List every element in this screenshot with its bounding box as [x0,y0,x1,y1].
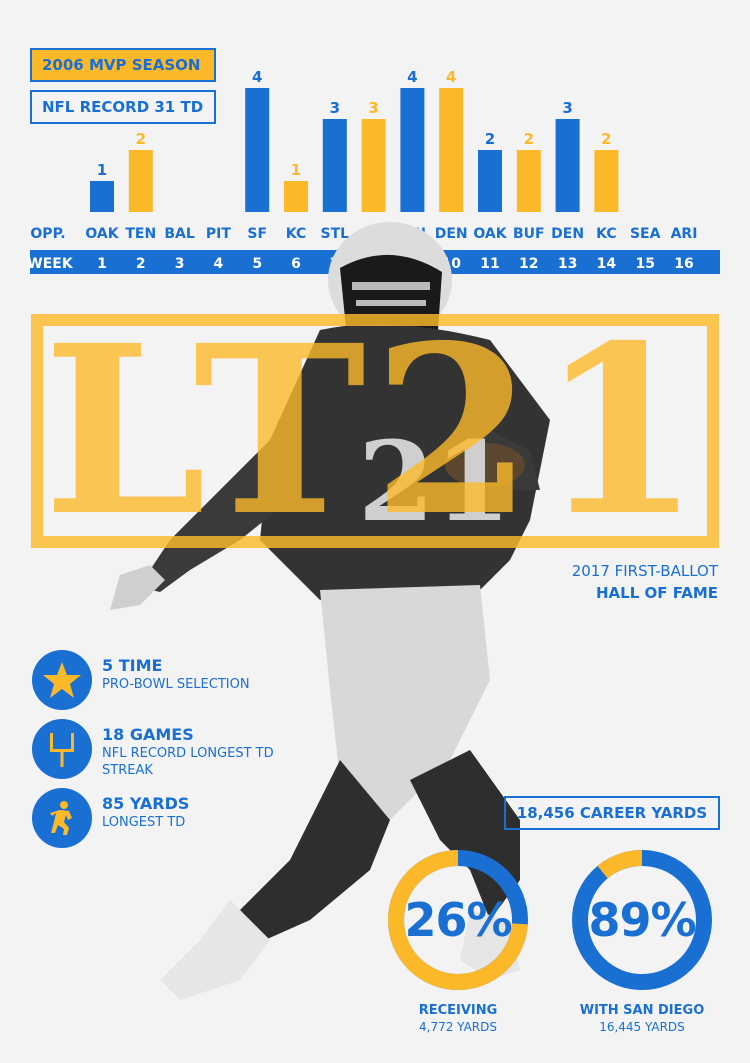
bar-week-14 [594,150,619,212]
bar-value-label: 2 [136,130,146,148]
week-number-label: 16 [674,256,693,272]
bar-week-2 [128,150,153,212]
goalpost-icon [32,719,92,779]
bar-week-5 [245,88,270,212]
stat-pro-bowl: 5 TIME PRO-BOWL SELECTION [32,650,292,710]
hof-line-2: HALL OF FAME [595,584,718,602]
bar-week-8 [361,119,386,212]
touchdowns-by-week-chart: OPP.WEEK1OAK12TEN2BAL3PIT44SF51KC63STL73… [27,68,698,272]
runner-icon [32,788,92,848]
bar-value-label: 3 [330,99,340,117]
opponent-label: BAL [164,226,195,242]
stat-longest-td: 85 YARDS LONGEST TD [32,788,292,848]
opponent-label: ARI [671,226,698,242]
week-number-label: 4 [214,256,224,272]
opponent-label: DEN [435,226,468,242]
stat-td-streak: 18 GAMES NFL RECORD LONGEST TD STREAK [32,719,292,779]
receiving-yards: 4,772 YARDS [419,1020,497,1034]
san-diego-caption: WITH SAN DIEGO [579,1003,705,1018]
svg-text:21: 21 [358,417,511,546]
hof-line-1: 2017 FIRST-BALLOT [571,562,718,580]
bar-week-1 [90,181,114,212]
week-number-label: 6 [291,256,301,272]
bar-week-11 [478,150,502,212]
san-diego-donut [572,850,712,990]
player-photo: 21 [110,222,550,1000]
week-number-label: 3 [175,256,185,272]
mvp-season-label: 2006 MVP SEASON [42,56,201,74]
opponent-label: PIT [206,226,231,242]
opponent-label: SEA [630,226,661,242]
bar-value-label: 1 [97,161,107,179]
bar-value-label: 3 [368,99,378,117]
bar-week-10 [439,88,464,212]
opp-row-label: OPP. [30,226,65,242]
bar-week-12 [516,150,541,212]
stat-big: 5 TIME [102,656,163,675]
week-number-label: 2 [136,256,146,272]
stat-small: PRO-BOWL SELECTION [102,677,250,692]
week-row-label: WEEK [27,256,74,272]
week-number-label: 15 [635,256,654,272]
lt21-logo: LT21 [43,294,707,567]
receiving-donut [388,850,528,990]
stat-big: 85 YARDS [102,794,190,813]
bar-week-7 [322,119,347,212]
bar-value-label: 4 [446,68,456,86]
star-icon [32,650,92,710]
opponent-label: KC [286,226,307,242]
bar-week-6 [284,181,308,212]
opponent-label: OAK [473,226,507,242]
stat-big: 18 GAMES [102,725,194,744]
opponent-label: SF [247,226,267,242]
opponent-label: STL [321,226,350,242]
receiving-percent: 26% [404,893,512,947]
career-yards-label: 18,456 CAREER YARDS [516,804,708,822]
bar-value-label: 2 [524,130,534,148]
receiving-caption: RECEIVING [418,1003,498,1018]
mvp-season-tag: 2006 MVP SEASON [30,48,216,82]
stat-small: NFL RECORD LONGEST TD STREAK [102,746,274,778]
opponent-label: BUF [513,226,545,242]
opponent-label: KC [596,226,617,242]
nfl-record-label: NFL RECORD 31 TD [42,98,204,116]
week-number-label: 1 [97,256,107,272]
san-diego-yards: 16,445 YARDS [599,1020,685,1034]
bar-value-label: 3 [562,99,572,117]
opponent-label: DEN [551,226,584,242]
opponent-label: TEN [125,226,156,242]
stat-small: LONGEST TD [102,815,186,830]
week-number-label: 5 [252,256,262,272]
bar-value-label: 2 [485,130,495,148]
nfl-record-tag: NFL RECORD 31 TD [30,90,216,124]
bar-value-label: 4 [407,68,417,86]
opponent-label: OAK [85,226,119,242]
bar-week-13 [555,119,580,212]
san-diego-percent: 89% [588,893,696,947]
bar-value-label: 4 [252,68,262,86]
week-number-label: 13 [558,256,577,272]
week-number-label: 14 [597,256,617,272]
bar-value-label: 1 [291,161,301,179]
career-yards-tag: 18,456 CAREER YARDS [504,796,720,830]
week-number-label: 12 [519,256,538,272]
week-number-label: 11 [480,256,499,272]
bar-week-9 [400,88,425,212]
lt21-frame [31,314,719,548]
bar-value-label: 2 [601,130,611,148]
